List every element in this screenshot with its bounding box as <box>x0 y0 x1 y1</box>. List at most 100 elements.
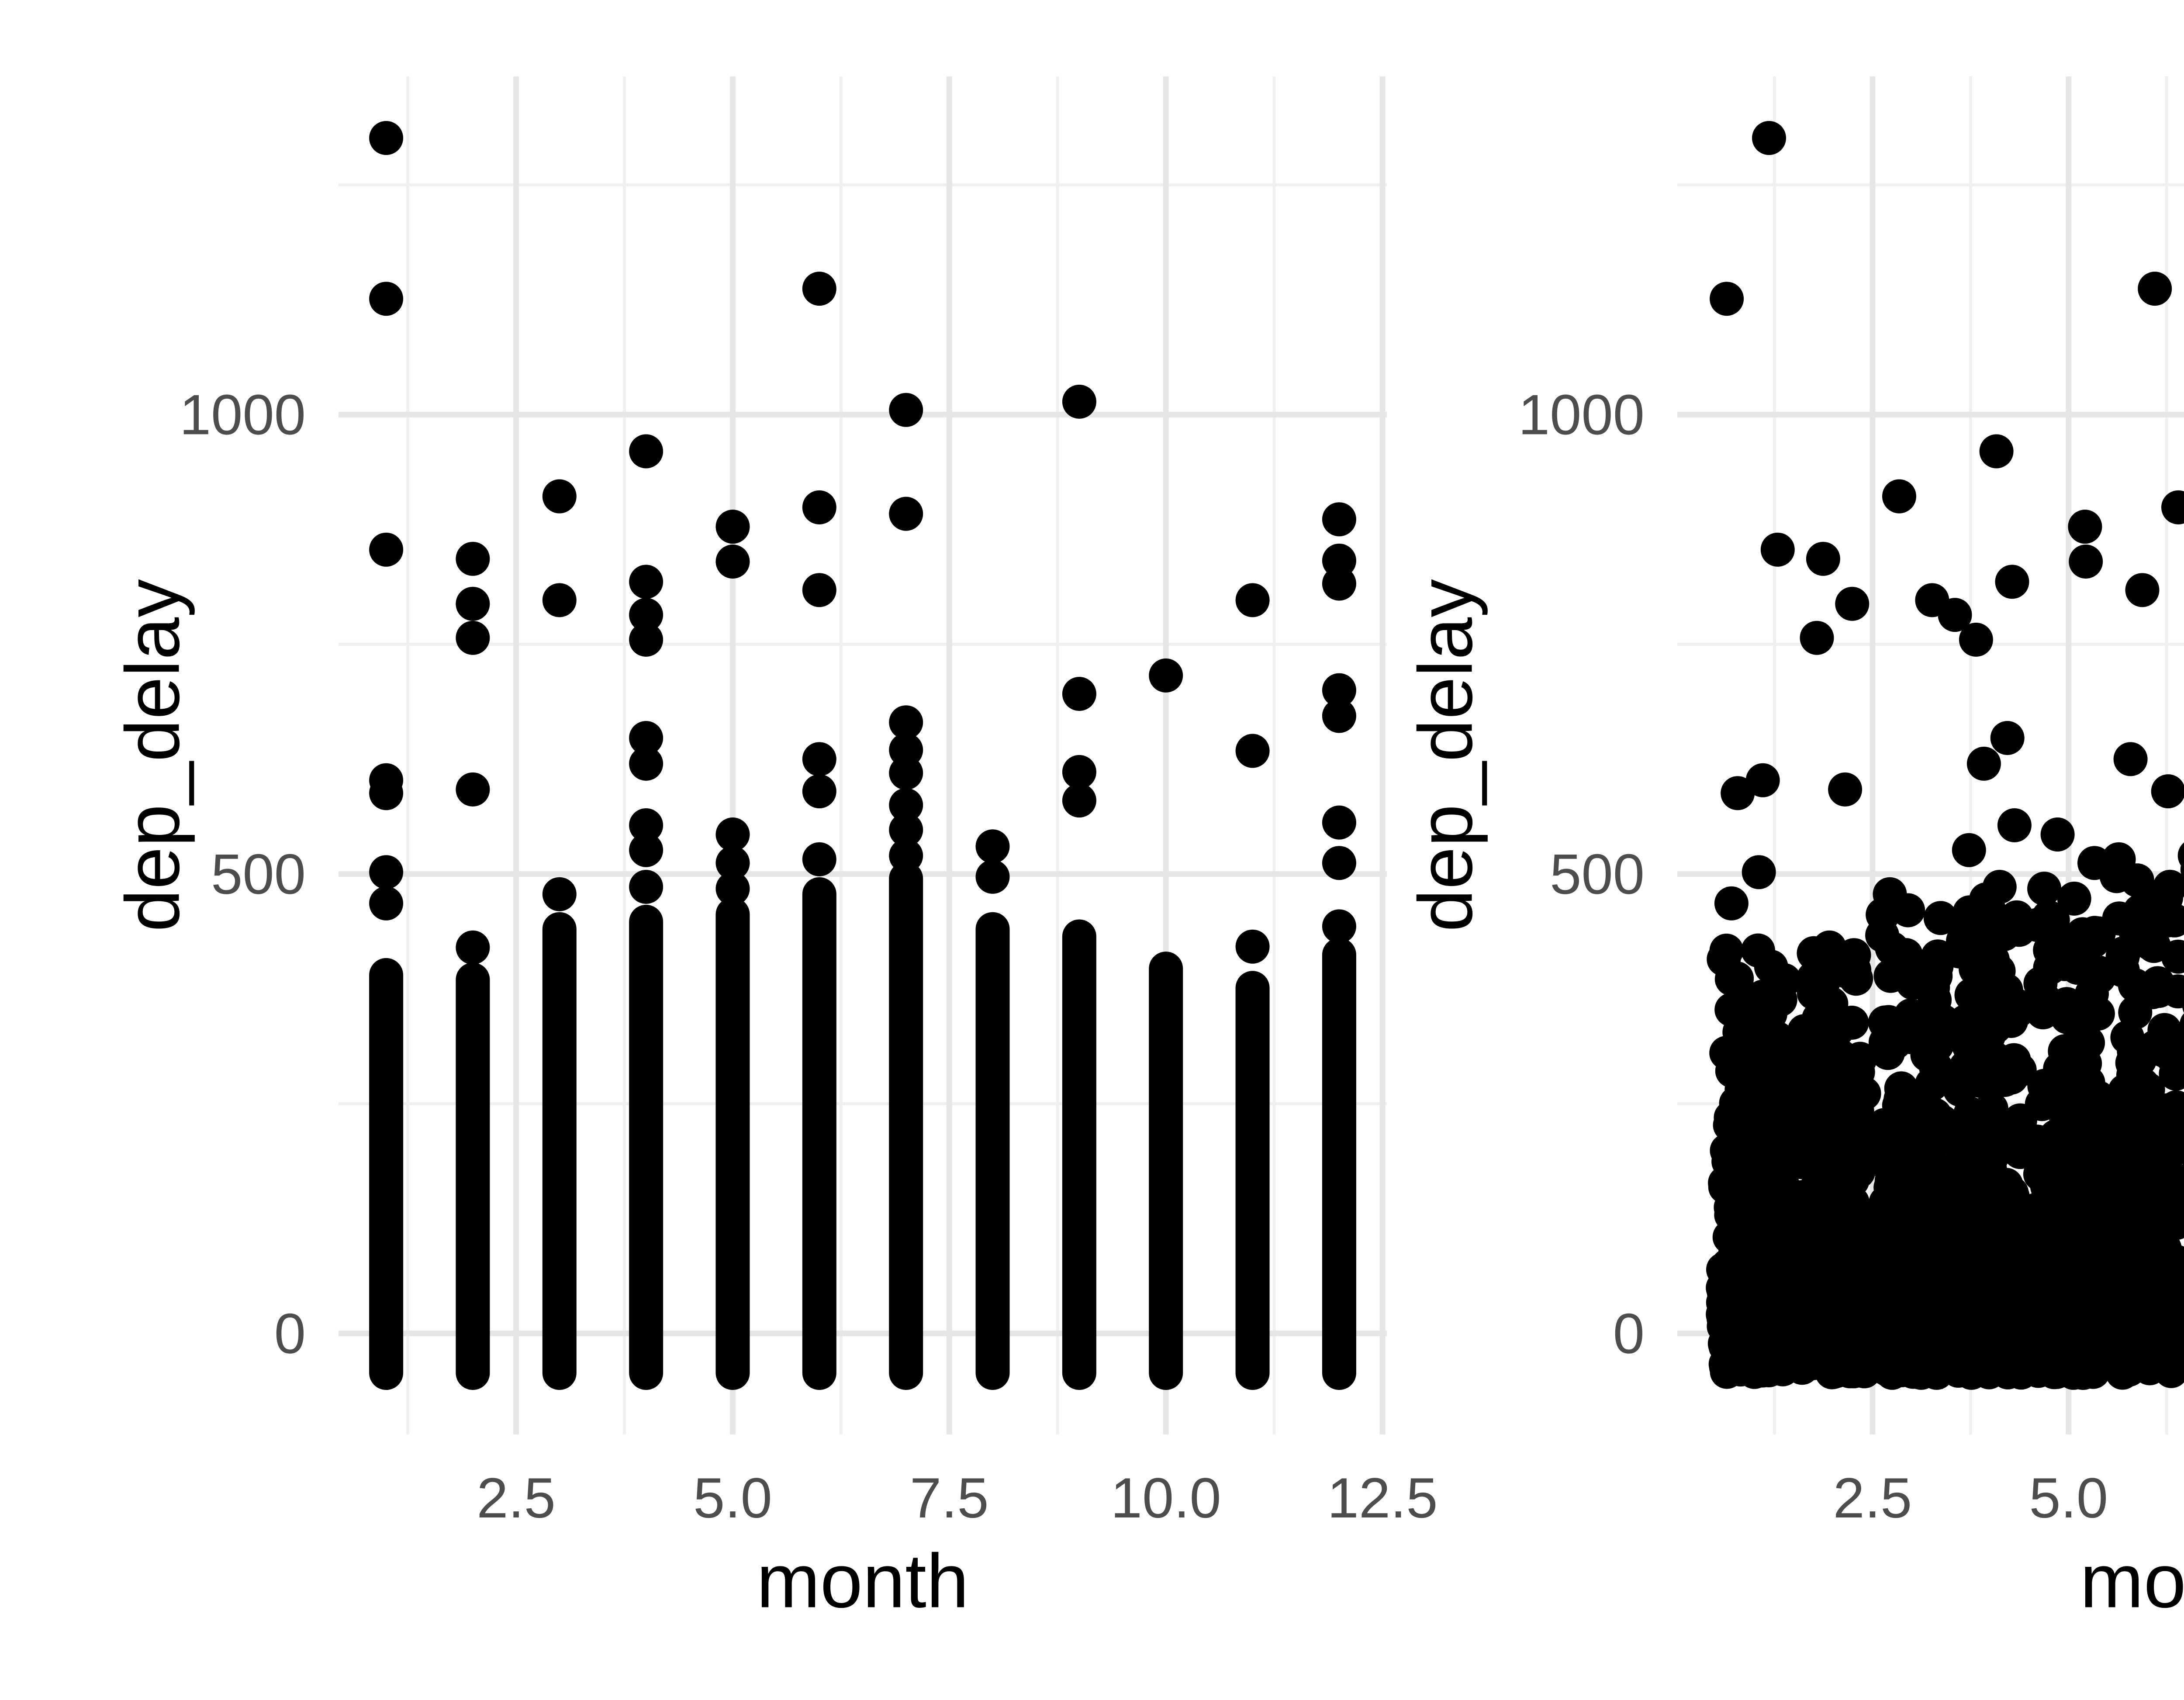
data-point <box>1729 985 1763 1020</box>
data-point-outlier <box>1235 929 1270 964</box>
x-axis-tick-label: 2.5 <box>1833 1466 1912 1530</box>
data-point <box>1903 1198 1937 1233</box>
y-axis-tick-label: 1000 <box>180 383 306 446</box>
data-point <box>2041 1067 2075 1101</box>
data-point-outlier <box>1990 721 2025 755</box>
data-point-outlier <box>889 756 923 790</box>
data-point-outlier <box>1322 909 1356 944</box>
data-point-outlier <box>1235 734 1270 768</box>
data-point-outlier <box>1873 877 1907 911</box>
data-point <box>2120 1151 2154 1185</box>
data-point <box>2110 1020 2145 1055</box>
dense-point-column <box>1322 938 1356 1390</box>
data-point-outlier <box>1322 846 1356 880</box>
dense-point-column <box>1149 952 1183 1390</box>
data-point <box>2183 1286 2184 1299</box>
right-points-layer <box>1706 121 2184 1390</box>
data-point-outlier <box>1714 886 1749 921</box>
data-point <box>1920 1266 1954 1301</box>
data-point <box>2178 1350 2184 1375</box>
data-point-outlier <box>1322 502 1356 537</box>
left-y-axis-title: dep_delay <box>111 579 196 932</box>
data-point <box>1741 933 1775 968</box>
data-point-outlier <box>802 742 836 776</box>
data-point <box>1745 1306 1780 1340</box>
data-point-outlier <box>802 573 836 607</box>
data-point-outlier <box>2138 272 2172 306</box>
data-point-outlier <box>629 808 663 842</box>
data-point <box>2178 1307 2184 1332</box>
left-points-layer <box>369 121 1356 1390</box>
data-point-outlier <box>369 532 404 567</box>
data-point-outlier <box>542 583 577 617</box>
dense-point-column <box>456 962 490 1390</box>
data-point <box>2159 1258 2184 1293</box>
x-axis-tick-label: 2.5 <box>477 1466 556 1530</box>
data-point <box>1837 953 1872 987</box>
data-point <box>2022 1201 2057 1235</box>
data-point-outlier <box>2177 842 2184 869</box>
data-point-outlier <box>2069 545 2103 579</box>
data-point <box>2065 1046 2099 1080</box>
data-point <box>1742 1044 1776 1078</box>
data-point-outlier <box>802 272 836 306</box>
data-point-outlier <box>1979 434 2014 469</box>
data-point-outlier <box>889 497 923 531</box>
data-point <box>2070 1321 2105 1355</box>
data-point-outlier <box>1882 479 1916 514</box>
data-point <box>2179 1013 2184 1037</box>
left-gridlines-major <box>339 76 1387 1434</box>
data-point-outlier <box>1745 763 1780 797</box>
dense-point-column <box>369 958 404 1390</box>
data-point-outlier <box>889 705 923 740</box>
data-point-outlier <box>369 121 404 155</box>
data-point <box>1801 1306 1836 1341</box>
data-point-outlier <box>456 621 490 655</box>
data-point <box>1835 1186 1870 1220</box>
dense-point-column <box>802 877 836 1390</box>
data-point <box>1866 1136 1901 1170</box>
data-point-outlier <box>2068 510 2102 544</box>
data-point-outlier <box>629 746 663 781</box>
data-point <box>1981 1175 2016 1210</box>
data-point-outlier <box>1235 583 1270 617</box>
data-point <box>2151 1093 2184 1128</box>
data-point <box>1787 1197 1821 1231</box>
data-point-outlier <box>1149 658 1183 693</box>
data-point <box>2150 1196 2184 1230</box>
data-point <box>1878 1025 1912 1060</box>
data-point <box>2035 1271 2070 1306</box>
data-point <box>1974 1092 2008 1126</box>
data-point-outlier <box>1828 772 1863 807</box>
x-axis-tick-label: 12.5 <box>1327 1466 1438 1530</box>
x-axis-tick-label: 7.5 <box>910 1466 989 1530</box>
data-point <box>1835 1222 1869 1256</box>
data-point-outlier <box>1322 805 1356 840</box>
data-point <box>1749 1144 1784 1178</box>
data-point-outlier <box>2161 490 2184 524</box>
dense-point-column <box>1235 971 1270 1390</box>
data-point <box>1997 1217 2031 1251</box>
data-point <box>2134 879 2169 914</box>
data-point <box>1789 1261 1823 1295</box>
data-point-outlier <box>1997 808 2032 842</box>
dense-point-column <box>542 912 577 1390</box>
data-point-outlier <box>1322 566 1356 601</box>
data-point-outlier <box>456 930 490 965</box>
data-point-outlier <box>1322 699 1356 733</box>
data-point <box>2182 1151 2184 1168</box>
data-point-outlier <box>802 774 836 809</box>
data-point-outlier <box>369 776 404 810</box>
dense-point-column <box>889 861 923 1390</box>
data-point <box>2112 1207 2146 1242</box>
data-point-outlier <box>369 282 404 316</box>
data-point-outlier <box>1806 541 1840 576</box>
data-point-outlier <box>1760 532 1795 567</box>
data-point-outlier <box>889 838 923 873</box>
data-point <box>2149 1317 2183 1352</box>
data-point-outlier <box>802 842 836 876</box>
data-point-outlier <box>1952 833 1986 867</box>
data-point-outlier <box>629 721 663 755</box>
